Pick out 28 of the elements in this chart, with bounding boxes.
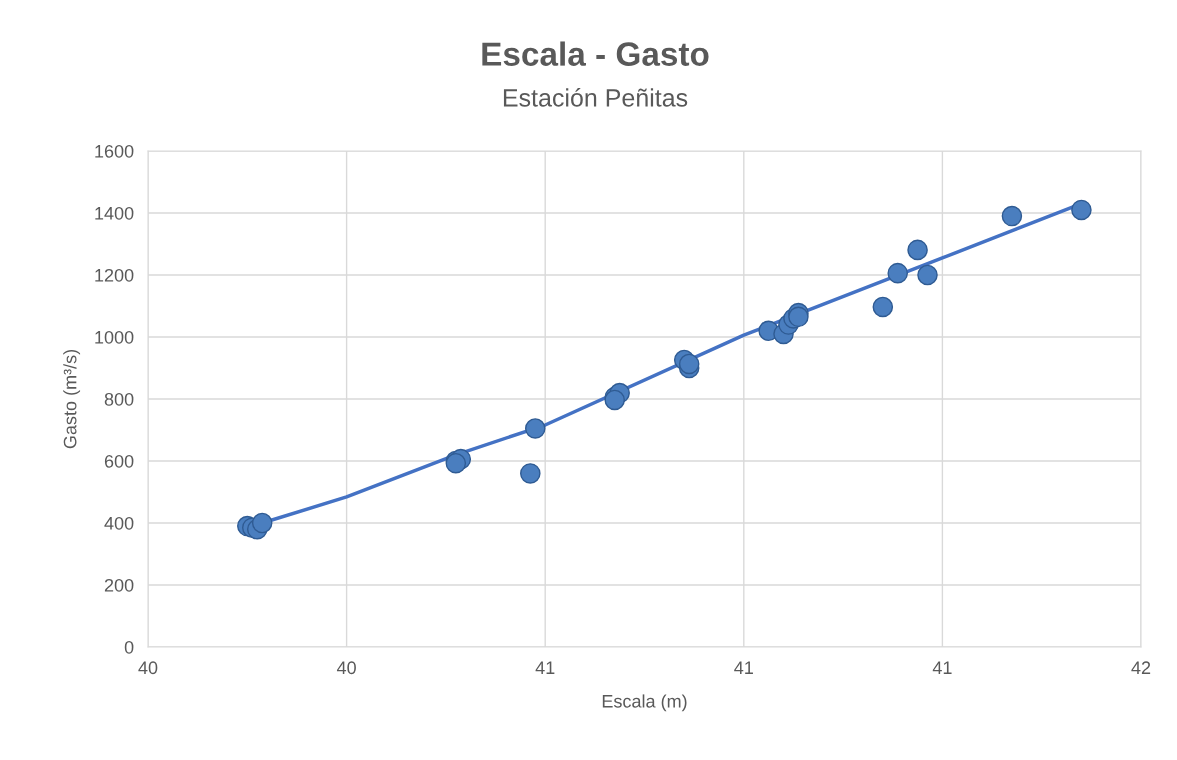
x-tick-label: 41 bbox=[932, 661, 952, 674]
y-tick-label: 400 bbox=[104, 516, 134, 530]
point bbox=[251, 512, 273, 534]
x-tick-label: 41 bbox=[734, 661, 753, 674]
point bbox=[525, 418, 546, 439]
y-tick-label: 1400 bbox=[95, 206, 134, 220]
y-axis-title: Gasto (m³/s) bbox=[63, 349, 81, 449]
point bbox=[1001, 205, 1023, 227]
point bbox=[917, 264, 938, 286]
x-axis-title: Escala (m) bbox=[602, 694, 687, 712]
x-tick-label: 40 bbox=[336, 661, 356, 675]
y-tick-label: 200 bbox=[104, 578, 134, 592]
x-tick-label: 40 bbox=[138, 661, 158, 675]
x-tick-label: 42 bbox=[1131, 661, 1151, 674]
point bbox=[907, 239, 928, 261]
y-tick-label: 0 bbox=[124, 640, 134, 654]
y-tick-label: 1200 bbox=[95, 268, 134, 282]
x-tick-label: 41 bbox=[535, 661, 555, 674]
point bbox=[1071, 199, 1092, 221]
point bbox=[520, 463, 541, 484]
y-tick-label: 1600 bbox=[95, 144, 134, 158]
chart-title: Escala - Gasto bbox=[482, 41, 709, 66]
point bbox=[872, 296, 894, 318]
y-tick-label: 800 bbox=[104, 392, 134, 406]
y-tick-label: 1000 bbox=[95, 330, 134, 344]
chart-subtitle: Estación Peñitas bbox=[503, 88, 688, 107]
y-tick-label: 600 bbox=[104, 454, 134, 468]
point bbox=[887, 262, 908, 284]
